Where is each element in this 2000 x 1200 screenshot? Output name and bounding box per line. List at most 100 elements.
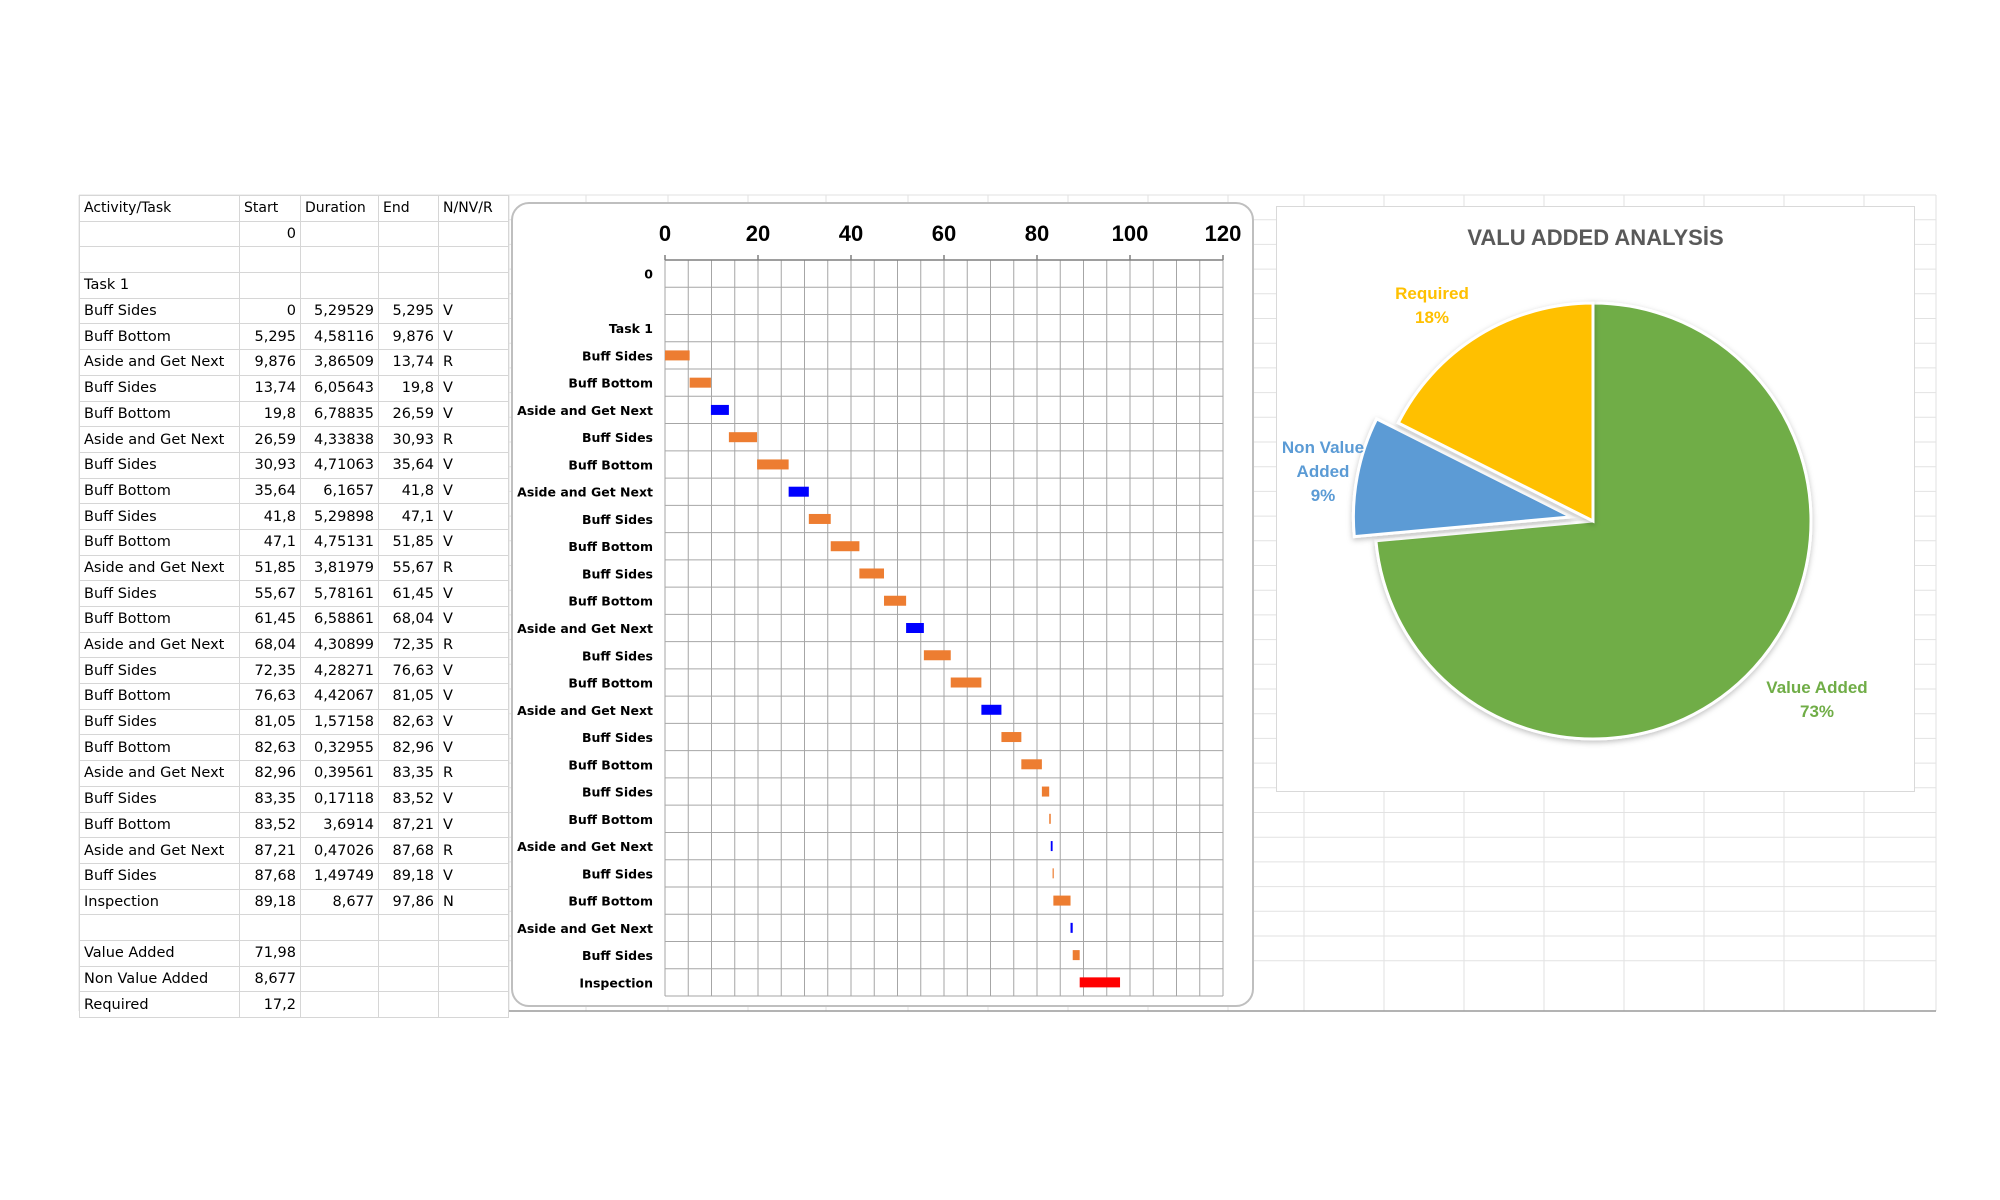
table-cell[interactable]: 8,677 [300, 888, 379, 916]
table-cell[interactable]: 47,1 [378, 503, 439, 530]
table-cell[interactable]: V [438, 503, 509, 530]
table-cell[interactable]: 4,75131 [300, 528, 379, 556]
table-cell[interactable]: 6,05643 [300, 374, 379, 402]
table-cell[interactable]: 0 [239, 297, 301, 325]
table-cell[interactable]: 4,58116 [300, 323, 379, 351]
table-cell[interactable]: Buff Bottom [79, 606, 240, 633]
table-cell[interactable] [378, 220, 439, 248]
table-cell[interactable]: 6,58861 [300, 606, 379, 633]
table-cell[interactable] [438, 965, 509, 993]
table-cell[interactable]: 1,57158 [300, 708, 379, 736]
table-cell[interactable]: V [438, 297, 509, 325]
table-cell[interactable]: 55,67 [239, 580, 301, 607]
table-cell[interactable]: V [438, 374, 509, 402]
table-cell[interactable]: 9,876 [378, 323, 439, 351]
table-cell[interactable]: Buff Sides [79, 708, 240, 736]
table-cell[interactable]: Required [79, 991, 240, 1018]
table-cell[interactable]: 3,6914 [300, 811, 379, 839]
table-cell[interactable]: 4,28271 [300, 657, 379, 685]
table-cell[interactable]: 76,63 [378, 657, 439, 685]
table-cell[interactable] [79, 220, 240, 248]
table-cell[interactable]: V [438, 477, 509, 505]
table-cell[interactable]: Aside and Get Next [79, 760, 240, 787]
table-cell[interactable]: 17,2 [239, 991, 301, 1018]
table-cell[interactable]: 83,35 [378, 760, 439, 787]
table-cell[interactable]: 83,35 [239, 785, 301, 813]
table-cell[interactable]: 5,78161 [300, 580, 379, 607]
table-cell[interactable] [300, 272, 379, 299]
table-cell[interactable] [378, 272, 439, 299]
table-cell[interactable]: 4,71063 [300, 451, 379, 479]
table-cell[interactable]: 87,68 [239, 862, 301, 890]
table-cell[interactable]: Aside and Get Next [79, 837, 240, 864]
table-cell[interactable] [378, 246, 439, 274]
table-cell[interactable]: 13,74 [239, 374, 301, 402]
table-cell[interactable]: 26,59 [378, 400, 439, 428]
table-cell[interactable]: 89,18 [378, 862, 439, 890]
table-cell[interactable] [300, 246, 379, 274]
table-cell[interactable]: 19,8 [378, 374, 439, 402]
table-cell[interactable]: 6,78835 [300, 400, 379, 428]
table-cell[interactable]: 0,17118 [300, 785, 379, 813]
table-header-cell[interactable]: Duration [300, 195, 379, 222]
table-cell[interactable]: V [438, 657, 509, 685]
table-cell[interactable]: 87,21 [378, 811, 439, 839]
table-cell[interactable]: Buff Bottom [79, 400, 240, 428]
table-header-cell[interactable]: Activity/Task [79, 195, 240, 222]
table-header-cell[interactable]: N/NV/R [438, 195, 509, 222]
table-cell[interactable]: V [438, 580, 509, 607]
table-cell[interactable]: Buff Bottom [79, 811, 240, 839]
table-cell[interactable] [438, 246, 509, 274]
table-cell[interactable]: 5,295 [239, 323, 301, 351]
table-cell[interactable]: 3,86509 [300, 349, 379, 376]
table-cell[interactable]: 19,8 [239, 400, 301, 428]
table-cell[interactable]: 51,85 [378, 528, 439, 556]
table-cell[interactable]: Buff Sides [79, 503, 240, 530]
table-cell[interactable]: Value Added [79, 939, 240, 967]
table-cell[interactable] [300, 991, 379, 1018]
table-cell[interactable]: 81,05 [378, 683, 439, 710]
table-cell[interactable]: 5,295 [378, 297, 439, 325]
table-cell[interactable]: Inspection [79, 888, 240, 916]
table-cell[interactable]: R [438, 554, 509, 582]
table-cell[interactable]: Buff Sides [79, 785, 240, 813]
table-cell[interactable]: V [438, 528, 509, 556]
table-cell[interactable]: 82,63 [378, 708, 439, 736]
table-cell[interactable] [300, 939, 379, 967]
table-header-cell[interactable]: End [378, 195, 439, 222]
table-cell[interactable] [438, 914, 509, 941]
table-cell[interactable] [378, 991, 439, 1018]
table-cell[interactable] [79, 914, 240, 941]
table-cell[interactable]: 68,04 [378, 606, 439, 633]
table-cell[interactable]: 82,63 [239, 734, 301, 762]
table-cell[interactable]: 76,63 [239, 683, 301, 710]
table-cell[interactable]: Buff Bottom [79, 323, 240, 351]
table-cell[interactable]: Aside and Get Next [79, 426, 240, 453]
table-cell[interactable]: V [438, 862, 509, 890]
table-cell[interactable]: Buff Bottom [79, 528, 240, 556]
table-cell[interactable] [239, 914, 301, 941]
table-cell[interactable]: 83,52 [239, 811, 301, 839]
table-cell[interactable] [378, 965, 439, 993]
table-cell[interactable]: 35,64 [378, 451, 439, 479]
table-cell[interactable]: 3,81979 [300, 554, 379, 582]
table-cell[interactable]: 87,21 [239, 837, 301, 864]
table-cell[interactable] [438, 991, 509, 1018]
table-cell[interactable]: 61,45 [378, 580, 439, 607]
table-cell[interactable]: 26,59 [239, 426, 301, 453]
table-cell[interactable]: 51,85 [239, 554, 301, 582]
table-cell[interactable]: 13,74 [378, 349, 439, 376]
table-cell[interactable]: V [438, 734, 509, 762]
table-cell[interactable]: 82,96 [239, 760, 301, 787]
table-cell[interactable]: V [438, 708, 509, 736]
table-cell[interactable]: Buff Bottom [79, 683, 240, 710]
table-cell[interactable]: 82,96 [378, 734, 439, 762]
table-cell[interactable]: R [438, 349, 509, 376]
table-cell[interactable]: R [438, 426, 509, 453]
table-cell[interactable]: Buff Sides [79, 862, 240, 890]
table-cell[interactable]: 6,1657 [300, 477, 379, 505]
table-cell[interactable]: V [438, 606, 509, 633]
table-cell[interactable]: 89,18 [239, 888, 301, 916]
table-cell[interactable] [239, 272, 301, 299]
table-cell[interactable]: 1,49749 [300, 862, 379, 890]
